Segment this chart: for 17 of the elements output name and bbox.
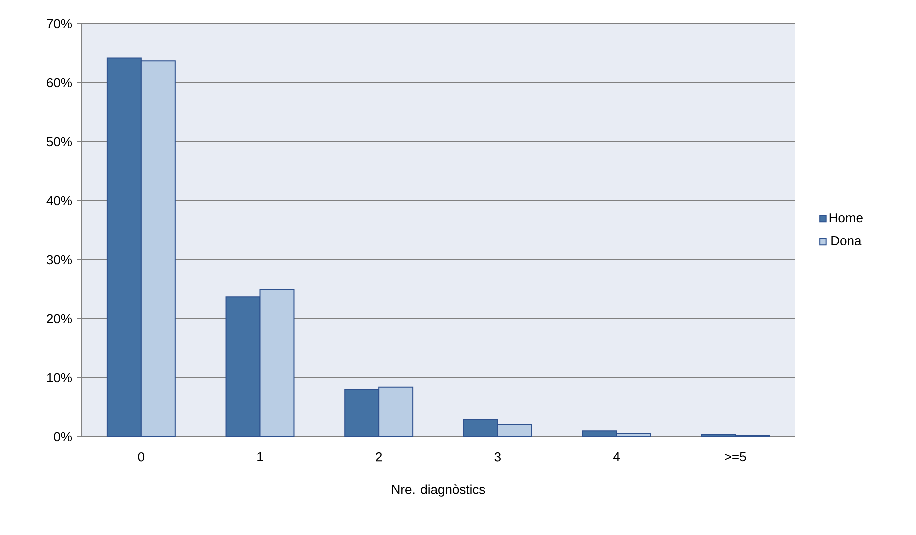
- y-tick-label: 60%: [47, 78, 72, 88]
- y-tick-label: 30%: [46, 255, 72, 265]
- y-tick-label: 20%: [47, 314, 72, 324]
- x-tick-label: 3: [494, 452, 501, 462]
- x-tick-label: >=5: [725, 452, 746, 462]
- x-tick-label: 2: [376, 452, 382, 462]
- y-tick-label: 50%: [46, 137, 72, 147]
- y-tick-label: 0%: [54, 432, 72, 442]
- legend-label: Home: [830, 214, 863, 223]
- x-tick-label: 4: [613, 452, 620, 462]
- x-tick-label: 0: [138, 452, 145, 462]
- x-axis-title: Nre. diagnòstics: [392, 484, 486, 497]
- y-tick-label: 10%: [47, 373, 72, 383]
- y-tick-label: 70%: [47, 19, 72, 29]
- legend-label: Dona: [832, 236, 862, 246]
- y-tick-label: 40%: [46, 196, 72, 206]
- x-tick-label: 1: [258, 452, 264, 462]
